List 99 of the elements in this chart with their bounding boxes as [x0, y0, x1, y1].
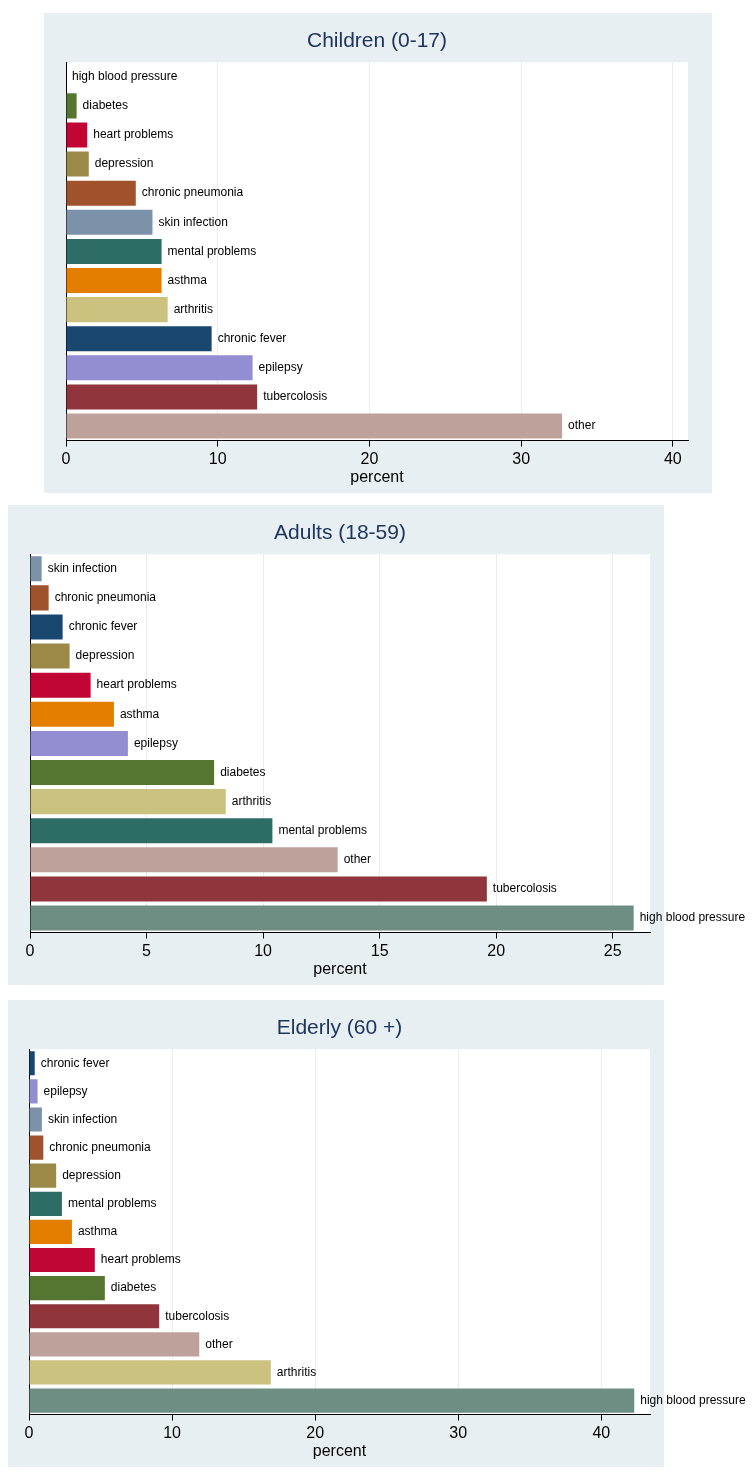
- chart-title: Adults (18-59): [274, 520, 406, 544]
- bar: [30, 905, 634, 931]
- bar: [29, 1304, 160, 1329]
- bar: [30, 818, 273, 844]
- category-label: tubercolosis: [492, 881, 557, 896]
- bar: [30, 730, 128, 756]
- x-tick-label: 10: [208, 449, 227, 467]
- bar: [29, 1135, 44, 1160]
- x-tick-label: 15: [370, 941, 389, 959]
- x-tick-label: 0: [25, 941, 35, 959]
- bar: [66, 122, 88, 148]
- category-label: depression: [62, 1168, 121, 1182]
- category-label: chronic pneumonia: [49, 1139, 151, 1154]
- x-tick-label: 30: [449, 1423, 468, 1441]
- bar: [66, 180, 136, 206]
- bar: [30, 556, 42, 582]
- bar: [29, 1163, 57, 1188]
- bar: [30, 643, 70, 669]
- bar: [66, 267, 162, 294]
- x-tick-label: 40: [663, 449, 682, 467]
- x-axis-title: percent: [350, 467, 405, 485]
- category-label: other: [568, 418, 596, 433]
- category-label: high blood pressure: [640, 1392, 746, 1407]
- category-label: chronic fever: [217, 331, 287, 346]
- category-label: asthma: [119, 706, 160, 721]
- category-label: depression: [75, 648, 135, 663]
- category-label: diabetes: [220, 764, 266, 779]
- bar: [29, 1247, 95, 1273]
- x-axis-title: percent: [312, 1441, 367, 1459]
- category-label: arthritis: [231, 793, 272, 808]
- category-label: epilepsy: [43, 1083, 88, 1098]
- category-label: chronic pneumonia: [54, 590, 157, 605]
- bar: [66, 384, 258, 410]
- category-label: mental problems: [167, 243, 257, 258]
- category-label: epilepsy: [133, 735, 178, 750]
- bar: [29, 1276, 105, 1301]
- bar: [66, 355, 253, 381]
- category-label: chronic pneumonia: [141, 185, 244, 200]
- bar: [29, 1107, 42, 1132]
- category-label: arthritis: [173, 301, 213, 316]
- category-label: other: [343, 852, 372, 867]
- chart-title: Elderly (60 +): [276, 1015, 403, 1039]
- bar: [66, 238, 162, 264]
- category-label: diabetes: [110, 1280, 157, 1295]
- x-tick-label: 25: [603, 941, 622, 959]
- category-label: asthma: [77, 1224, 118, 1239]
- x-tick-label: 10: [163, 1423, 182, 1441]
- bar: [29, 1079, 38, 1104]
- category-label: high blood pressure: [639, 910, 746, 925]
- chart-title: Children (0-17): [306, 28, 448, 52]
- x-tick-label: 20: [487, 941, 506, 959]
- category-label: skin infection: [47, 1111, 118, 1126]
- category-label: heart problems: [93, 127, 174, 142]
- x-tick-label: 5: [142, 941, 152, 959]
- bar: [29, 1388, 635, 1413]
- bar: [30, 759, 215, 786]
- category-label: depression: [94, 156, 154, 171]
- category-label: heart problems: [100, 1252, 181, 1267]
- category-label: mental problems: [67, 1196, 157, 1211]
- category-label: arthritis: [276, 1364, 317, 1379]
- bar: [66, 93, 77, 119]
- bar: [30, 672, 91, 698]
- x-tick-label: 30: [512, 449, 531, 467]
- bar: [30, 876, 487, 902]
- bar: [29, 1332, 200, 1357]
- bar: [30, 789, 226, 815]
- category-label: mental problems: [278, 823, 368, 838]
- category-label: skin infection: [47, 561, 118, 576]
- bar: [66, 151, 89, 177]
- x-tick-label: 20: [360, 449, 379, 467]
- x-axis-title: percent: [313, 959, 368, 977]
- bar: [29, 1360, 271, 1385]
- category-label: tubercolosis: [165, 1308, 230, 1323]
- bar: [29, 1219, 72, 1244]
- bar: [66, 413, 563, 439]
- x-tick-label: 10: [254, 941, 273, 959]
- category-label: chronic fever: [40, 1055, 110, 1070]
- bar: [30, 614, 63, 640]
- bar: [66, 326, 212, 352]
- bar: [66, 209, 153, 235]
- bar: [30, 701, 114, 727]
- category-label: skin infection: [158, 214, 228, 229]
- x-tick-label: 0: [24, 1423, 34, 1441]
- bar: [66, 297, 168, 323]
- bar: [30, 847, 338, 873]
- category-label: tubercolosis: [263, 389, 328, 404]
- category-label: epilepsy: [258, 360, 303, 375]
- category-label: high blood pressure: [72, 69, 178, 84]
- x-tick-label: 0: [61, 449, 71, 467]
- x-tick-label: 20: [306, 1423, 325, 1441]
- category-label: diabetes: [82, 98, 128, 113]
- x-tick-label: 40: [592, 1423, 611, 1441]
- category-label: other: [205, 1336, 233, 1351]
- bar: [30, 585, 49, 611]
- category-label: heart problems: [96, 677, 177, 692]
- bar: [29, 1191, 62, 1216]
- category-label: chronic fever: [68, 619, 138, 634]
- bar: [29, 1051, 35, 1076]
- category-label: asthma: [167, 272, 207, 287]
